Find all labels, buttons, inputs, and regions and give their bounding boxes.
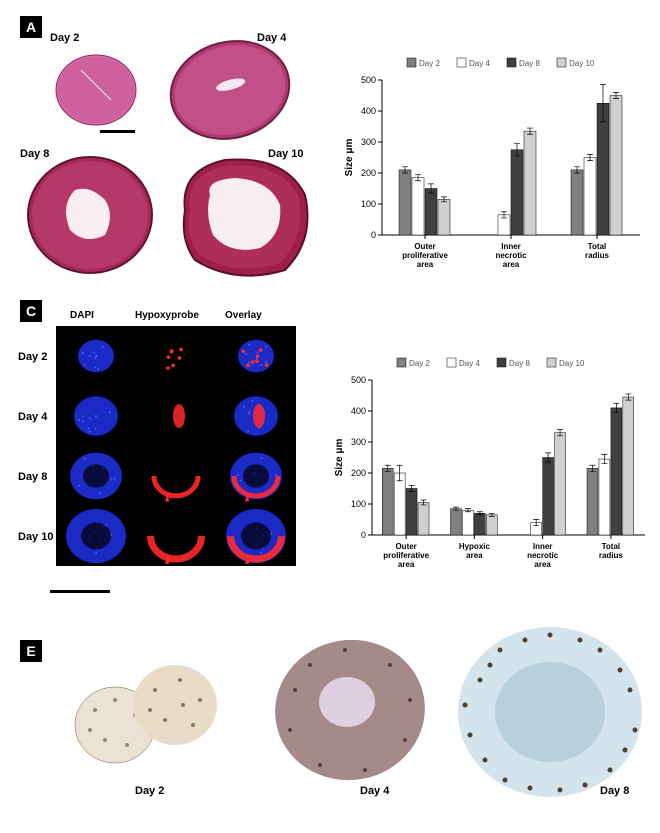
day-label-e-4: Day 4: [360, 785, 389, 797]
spheroid-day10-he: [155, 140, 320, 290]
day-label-e-8: Day 8: [600, 785, 629, 797]
row-label-2: Day 8: [18, 471, 47, 483]
day-label-a-10: Day 10: [268, 148, 303, 160]
svg-text:300: 300: [351, 437, 366, 447]
svg-text:area: area: [398, 560, 415, 569]
svg-text:Day 10: Day 10: [559, 359, 585, 368]
spheroid-day8-he: [20, 150, 160, 280]
col-dapi: DAPI: [70, 310, 94, 321]
svg-text:area: area: [503, 260, 520, 269]
chart-d: 0 100 200 300 400 500 Size μm Day 2 Day 4 Day 8 Da…: [330, 340, 650, 580]
panel-label-a: A: [20, 16, 42, 38]
svg-text:proliferative: proliferative: [383, 551, 429, 560]
col-overlay: Overlay: [225, 310, 262, 321]
svg-text:area: area: [534, 560, 551, 569]
fluor-0-2: [216, 326, 296, 386]
svg-text:radius: radius: [599, 551, 624, 560]
panel-label-e: E: [20, 640, 42, 662]
svg-text:Inner: Inner: [501, 242, 521, 251]
spheroid-e-day4: [265, 630, 435, 790]
svg-text:Day 4: Day 4: [459, 359, 480, 368]
svg-text:Day 8: Day 8: [519, 59, 540, 68]
svg-text:0: 0: [371, 230, 376, 240]
svg-text:radius: radius: [585, 251, 610, 260]
svg-text:Day 4: Day 4: [469, 59, 490, 68]
svg-text:Outer: Outer: [414, 242, 435, 251]
svg-text:100: 100: [361, 199, 376, 209]
day-label-e-2: Day 2: [135, 785, 164, 797]
svg-text:200: 200: [351, 468, 366, 478]
svg-text:Day 2: Day 2: [419, 59, 440, 68]
fluor-2-1: [136, 446, 216, 506]
svg-text:Inner: Inner: [533, 542, 553, 551]
day-label-a-2: Day 2: [50, 32, 79, 44]
svg-text:Hypoxic: Hypoxic: [459, 542, 491, 551]
svg-text:necrotic: necrotic: [495, 251, 527, 260]
day-label-a-4: Day 4: [257, 32, 286, 44]
spheroid-e-day2: [65, 650, 225, 780]
svg-text:Size μm: Size μm: [334, 439, 345, 477]
svg-text:400: 400: [351, 406, 366, 416]
row-label-1: Day 4: [18, 411, 47, 423]
spheroid-day4-he: [160, 30, 300, 150]
svg-text:Day 2: Day 2: [409, 359, 430, 368]
fluor-1-0: [56, 386, 136, 446]
fluor-3-0: [56, 506, 136, 566]
svg-text:Total: Total: [588, 242, 607, 251]
spheroid-day2-he: [46, 40, 146, 135]
row-label-3: Day 10: [18, 531, 53, 543]
fluor-1-1: [136, 386, 216, 446]
row-label-0: Day 2: [18, 351, 47, 363]
chart-b: 0 100 200 300 400 500 Size μm Day 2 Day 4 Day 8 Da…: [340, 40, 645, 280]
scalebar-c: [50, 590, 110, 593]
svg-text:Day 10: Day 10: [569, 59, 595, 68]
svg-text:Outer: Outer: [395, 542, 416, 551]
fluor-2-2: [216, 446, 296, 506]
svg-text:400: 400: [361, 106, 376, 116]
panel-label-c: C: [20, 300, 42, 322]
fluor-3-1: [136, 506, 216, 566]
svg-text:proliferative: proliferative: [402, 251, 448, 260]
fluor-3-2: [216, 506, 296, 566]
day-label-a-8: Day 8: [20, 148, 49, 160]
fluor-1-2: [216, 386, 296, 446]
svg-text:100: 100: [351, 499, 366, 509]
svg-text:area: area: [466, 551, 483, 560]
svg-text:500: 500: [351, 375, 366, 385]
fluor-0-1: [136, 326, 216, 386]
svg-text:0: 0: [361, 530, 366, 540]
svg-text:area: area: [417, 260, 434, 269]
scalebar-a: [100, 130, 135, 133]
svg-text:Size μm: Size μm: [344, 139, 355, 177]
fluor-0-0: [56, 326, 136, 386]
svg-text:300: 300: [361, 137, 376, 147]
svg-text:500: 500: [361, 75, 376, 85]
svg-text:Day 8: Day 8: [509, 359, 530, 368]
col-hypoxy: Hypoxyprobe: [135, 310, 199, 321]
fluor-2-0: [56, 446, 136, 506]
svg-text:200: 200: [361, 168, 376, 178]
svg-text:necrotic: necrotic: [527, 551, 559, 560]
spheroid-e-day8: [450, 620, 650, 805]
svg-text:Total: Total: [602, 542, 621, 551]
scalebar-c-inner: [240, 568, 265, 570]
